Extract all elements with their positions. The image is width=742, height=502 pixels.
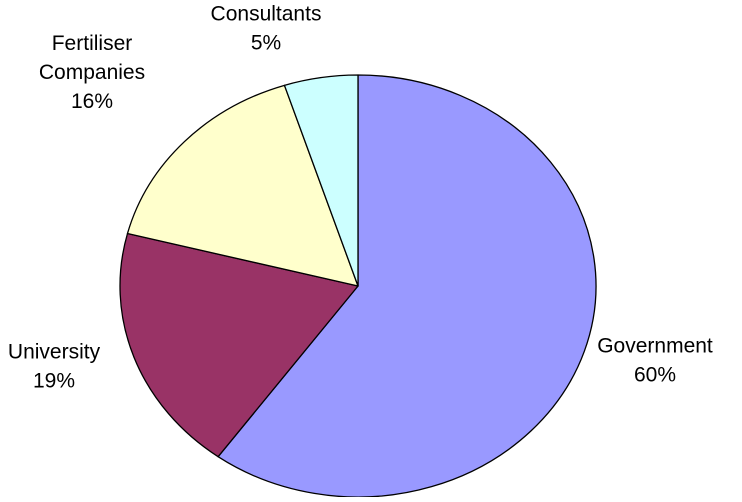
slice-value-label: 16%: [71, 90, 113, 113]
slice-value-label: 19%: [33, 370, 75, 393]
slice-category-label: Consultants: [211, 3, 322, 26]
slice-label-fertiliser-companies: Fertiliser Companies 16%: [39, 32, 145, 113]
slice-value-label: 5%: [251, 32, 281, 55]
slice-label-consultants: Consultants 5%: [211, 3, 322, 55]
slice-category-label: Companies: [39, 61, 145, 84]
slice-label-government: Government 60%: [597, 335, 713, 387]
slice-category-label: Fertiliser: [52, 32, 133, 55]
slice-label-university: University 19%: [8, 341, 101, 393]
pie-slice-university: [119, 232, 359, 458]
slice-category-label: University: [8, 341, 101, 364]
pie-slice-government: [217, 74, 597, 498]
slice-value-label: 60%: [634, 364, 676, 387]
pie-slice-fertiliser-companies: [126, 84, 359, 287]
slice-category-label: Government: [597, 335, 713, 358]
pie-slice-consultants: [283, 74, 359, 287]
